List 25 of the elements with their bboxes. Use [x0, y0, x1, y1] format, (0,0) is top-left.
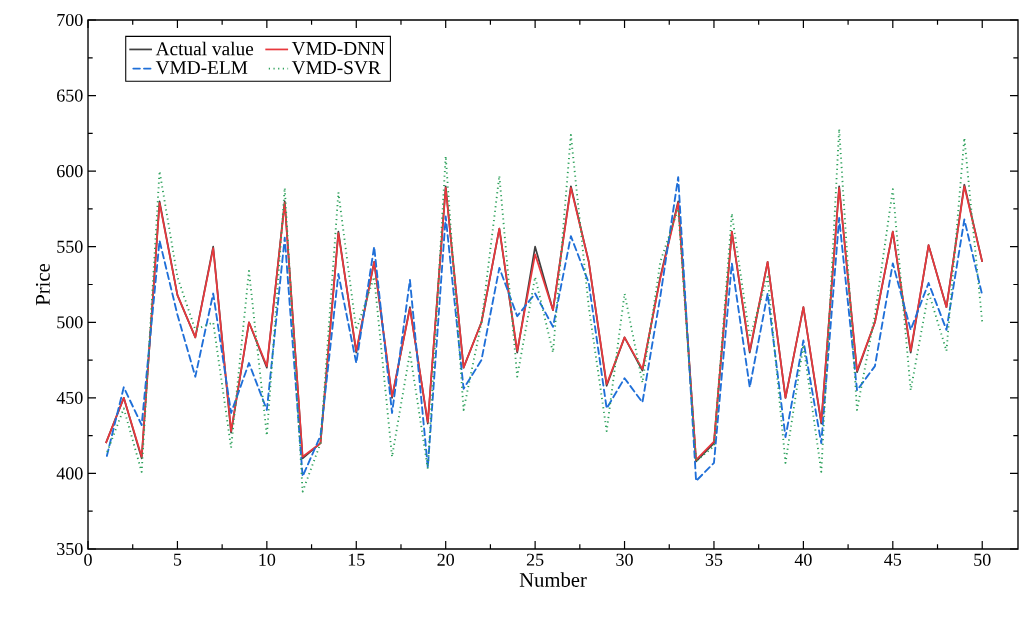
legend-label: VMD-SVR	[291, 61, 381, 75]
legend-label: Actual value	[155, 41, 254, 56]
legend-label: VMD-ELM	[155, 61, 248, 75]
y-tick-label: 650	[57, 89, 83, 102]
x-tick-label: 30	[616, 553, 633, 566]
x-tick-label: 50	[974, 553, 991, 566]
x-tick-label: 10	[259, 553, 276, 566]
y-tick-label: 400	[56, 467, 83, 480]
x-tick-label: 0	[84, 553, 92, 566]
legend-label: VMD-DNN	[291, 42, 385, 56]
y-tick-label: 550	[57, 240, 83, 253]
y-tick-label: 700	[57, 13, 83, 27]
x-tick-label: 15	[348, 553, 365, 566]
y-axis-title: Price	[35, 263, 50, 306]
y-tick-label: 450	[56, 391, 83, 404]
x-tick-label: 5	[173, 553, 182, 566]
y-tick-label: 500	[57, 316, 83, 329]
y-tick-label: 350	[57, 542, 83, 556]
x-axis-title: Number	[519, 572, 587, 587]
y-tick-label: 600	[57, 165, 83, 178]
x-tick-label: 40	[794, 553, 812, 566]
x-tick-label: 45	[884, 553, 902, 566]
x-tick-label: 35	[705, 553, 723, 566]
x-tick-label: 25	[526, 553, 544, 566]
x-tick-label: 20	[437, 553, 455, 566]
